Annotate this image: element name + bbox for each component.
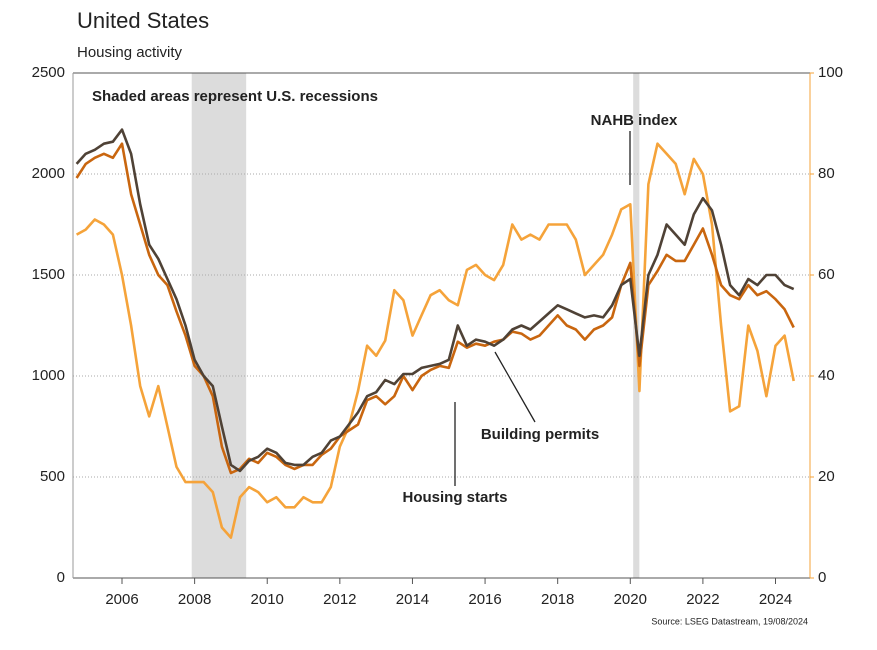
annotation-arrow [494, 351, 536, 423]
y-tick-label: 2500 [32, 64, 65, 81]
recession-note: Shaded areas represent U.S. recessions [92, 88, 378, 105]
x-tick-label: 2016 [468, 591, 501, 608]
recession-band [191, 73, 247, 578]
x-tick-label: 2012 [323, 591, 356, 608]
x-tick-label: 2010 [251, 591, 284, 608]
series-line [75, 128, 795, 473]
legend-label: Building permits [481, 426, 599, 443]
chart-title: United States [77, 8, 209, 33]
y2-tick-label: 60 [818, 266, 835, 283]
source: Source: LSEG Datastream, 19/08/2024 [651, 616, 808, 626]
legend-label: NAHB index [591, 112, 678, 129]
y-tick-label: 1000 [32, 367, 65, 384]
y2-tick-label: 0 [818, 569, 826, 586]
x-tick-label: 2008 [178, 591, 211, 608]
x-tick-label: 2006 [105, 591, 138, 608]
y-tick-label: 2000 [32, 165, 65, 182]
chart-subtitle: Housing activity [77, 44, 183, 61]
x-tick-label: 2014 [396, 591, 429, 608]
y2-tick-label: 100 [818, 64, 843, 81]
x-tick-label: 2024 [759, 591, 792, 608]
y-tick-label: 1500 [32, 266, 65, 283]
x-tick-label: 2020 [614, 591, 647, 608]
y2-tick-label: 20 [818, 468, 835, 485]
y2-tick-label: 40 [818, 367, 835, 384]
y-tick-label: 0 [57, 569, 65, 586]
x-tick-label: 2022 [686, 591, 719, 608]
series-line [75, 142, 795, 539]
legend-label: Housing starts [402, 489, 507, 506]
y-tick-label: 500 [40, 468, 65, 485]
series-line [75, 142, 795, 475]
y2-tick-label: 80 [818, 165, 835, 182]
x-tick-label: 2018 [541, 591, 574, 608]
